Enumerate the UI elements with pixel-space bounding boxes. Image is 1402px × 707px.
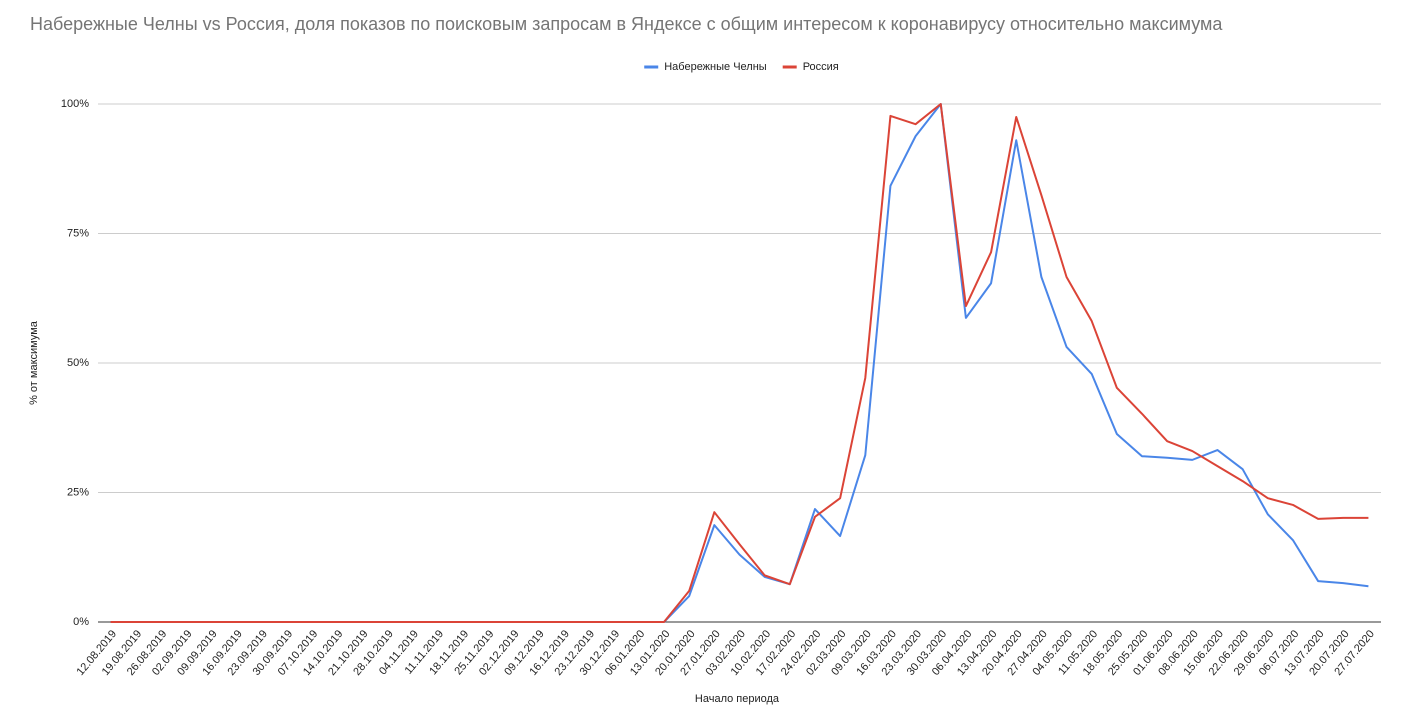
y-tick-label: 0% [73, 616, 89, 628]
legend-label: Россия [803, 61, 839, 73]
y-tick-label: 25% [67, 486, 89, 498]
y-axis-title: % от максимума [28, 320, 40, 405]
y-tick-label: 75% [67, 227, 89, 239]
chart-title: Набережные Челны vs Россия, доля показов… [30, 14, 1223, 34]
data-line [110, 103, 1369, 623]
y-tick-label: 50% [67, 357, 89, 369]
x-axis-title: Начало периода [695, 693, 780, 705]
legend-label: Набережные Челны [664, 61, 767, 73]
y-tick-label: 100% [61, 98, 89, 110]
